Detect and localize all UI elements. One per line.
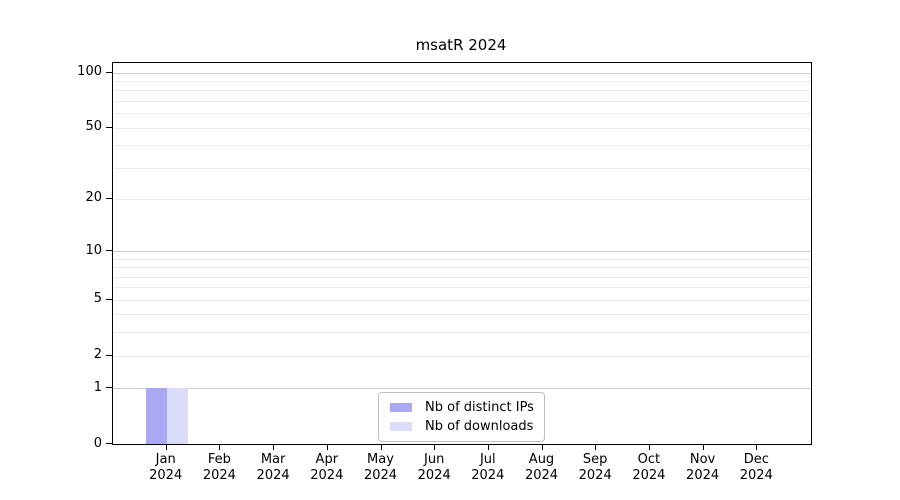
bar-jan-series-0: [145, 388, 167, 444]
plot-area: [112, 62, 812, 445]
gridline-y-2: [113, 355, 811, 357]
x-tick-label-feb: Feb 2024: [189, 452, 249, 484]
gridline-y-3: [113, 332, 811, 334]
x-tick-label-jan: Jan 2024: [136, 452, 196, 484]
x-tick-year: 2024: [686, 468, 720, 483]
legend-label: Nb of distinct IPs: [425, 400, 534, 415]
x-tick-month: Feb: [207, 452, 231, 467]
x-tick-label-apr: Apr 2024: [297, 452, 357, 484]
gridline-y-20: [113, 198, 811, 200]
x-tick-sep: [595, 444, 597, 450]
legend-swatch-icon: [390, 422, 412, 431]
gridline-y-8: [113, 267, 811, 269]
y-tick-label-1: 1: [93, 379, 102, 395]
x-tick-label-sep: Sep 2024: [565, 452, 625, 484]
gridline-y-30: [113, 167, 811, 169]
x-tick-month: Dec: [743, 452, 769, 467]
x-tick-nov: [702, 444, 704, 450]
x-tick-label-nov: Nov 2024: [673, 452, 733, 484]
gridline-y-7: [113, 276, 811, 278]
x-tick-month: Nov: [689, 452, 716, 467]
x-tick-year: 2024: [256, 468, 290, 483]
legend-row-1: Nb of downloads: [390, 417, 534, 436]
gridline-y-70: [113, 100, 811, 102]
x-tick-month: Jun: [424, 452, 445, 467]
x-tick-label-mar: Mar 2024: [243, 452, 303, 484]
x-tick-year: 2024: [149, 468, 183, 483]
y-tick-label-10: 10: [85, 242, 102, 258]
x-tick-apr: [326, 444, 328, 450]
y-tick-label-20: 20: [85, 190, 102, 206]
legend-row-0: Nb of distinct IPs: [390, 398, 534, 417]
x-tick-label-jun: Jun 2024: [404, 452, 464, 484]
x-tick-year: 2024: [363, 468, 398, 483]
x-tick-month: Sep: [582, 452, 608, 467]
x-tick-jan: [165, 444, 167, 450]
gridline-y-10: [113, 251, 811, 252]
x-tick-label-oct: Oct 2024: [619, 452, 679, 484]
y-tick-5: [106, 298, 112, 300]
x-tick-mar: [273, 444, 275, 450]
x-tick-label-aug: Aug 2024: [512, 452, 572, 484]
x-tick-year: 2024: [739, 468, 773, 483]
y-tick-20: [106, 197, 112, 199]
x-tick-month: Aug: [528, 452, 555, 467]
x-tick-oct: [648, 444, 650, 450]
gridline-y-5: [113, 299, 811, 301]
gridline-y-100: [113, 72, 811, 74]
x-tick-month: Oct: [637, 452, 661, 467]
y-tick-label-100: 100: [77, 64, 102, 79]
chart-title: msatR 2024: [415, 36, 507, 54]
bar-jan-series-1: [166, 388, 188, 444]
gridline-y-4: [113, 314, 811, 316]
gridline-y-9: [113, 258, 811, 260]
x-tick-year: 2024: [578, 468, 612, 483]
y-tick-1: [106, 387, 112, 389]
gridline-y-50: [113, 127, 811, 129]
x-tick-dec: [756, 444, 758, 450]
y-tick-label-50: 50: [85, 119, 102, 134]
x-tick-year: 2024: [471, 468, 505, 483]
x-tick-feb: [219, 444, 221, 450]
x-tick-month: May: [367, 452, 394, 467]
x-tick-year: 2024: [417, 468, 451, 483]
x-tick-year: 2024: [310, 468, 344, 483]
y-tick-100: [106, 71, 112, 73]
gridline-y-60: [113, 113, 811, 115]
gridline-y-1: [113, 388, 811, 390]
x-tick-label-jul: Jul 2024: [458, 452, 518, 484]
x-tick-aug: [541, 444, 543, 450]
x-tick-label-may: May 2024: [351, 452, 411, 484]
gridline-y-40: [113, 145, 811, 147]
y-tick-2: [106, 354, 112, 356]
legend-label: Nb of downloads: [425, 419, 534, 434]
gridline-y-80: [113, 90, 811, 92]
legend-swatch-icon: [390, 403, 412, 412]
y-tick-label-0: 0: [93, 435, 102, 451]
x-tick-jul: [487, 444, 489, 450]
x-tick-month: Apr: [315, 452, 339, 467]
y-tick-50: [106, 126, 112, 128]
x-tick-year: 2024: [632, 468, 666, 483]
gridline-y-6: [113, 287, 811, 289]
legend: Nb of distinct IPs Nb of downloads: [378, 392, 545, 442]
x-tick-may: [380, 444, 382, 450]
x-tick-year: 2024: [202, 468, 236, 483]
gridline-y-90: [113, 80, 811, 82]
x-tick-month: Jan: [155, 452, 176, 467]
y-tick-10: [106, 250, 112, 251]
x-tick-year: 2024: [524, 468, 559, 483]
y-tick-0: [106, 443, 112, 444]
x-tick-label-dec: Dec 2024: [726, 452, 786, 484]
y-tick-label-2: 2: [93, 347, 102, 363]
x-tick-jun: [434, 444, 436, 450]
y-tick-label-5: 5: [93, 291, 102, 307]
x-tick-month: Jul: [479, 452, 496, 467]
x-tick-month: Mar: [260, 452, 286, 467]
